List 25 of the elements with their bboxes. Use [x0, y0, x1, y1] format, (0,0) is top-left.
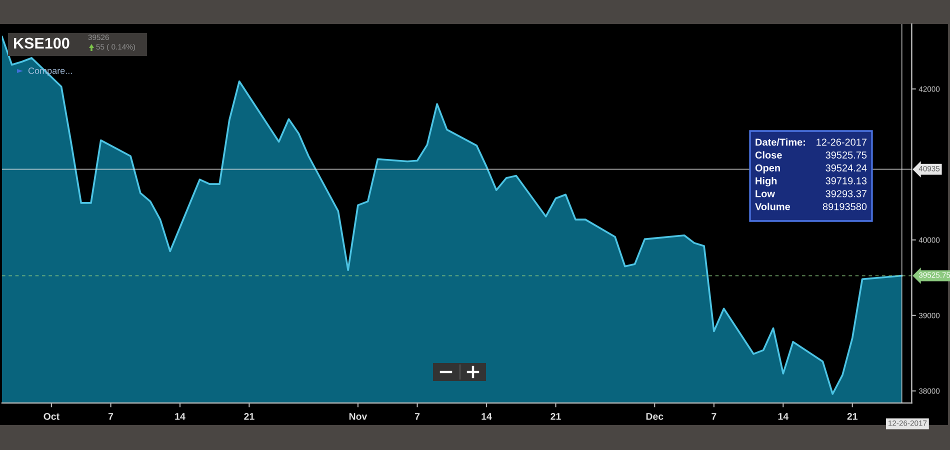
annotation: Volume: [755, 202, 790, 210]
x-tick-label: Dec: [646, 413, 664, 420]
x-tick-label: 21: [847, 412, 858, 420]
x-tick-label: 7: [415, 413, 420, 420]
x-tick-label: 7: [108, 413, 114, 420]
x-tick-label: Oct: [44, 412, 60, 420]
annotation: 39719.13: [826, 177, 867, 184]
annotation: 12-26-2017: [816, 138, 867, 146]
text: KSE100: [14, 38, 70, 49]
annotation: Open: [755, 164, 780, 174]
annotation: Low: [756, 190, 776, 198]
annotation: 39524.24: [826, 164, 867, 172]
x-tick-label: 14: [482, 413, 492, 420]
x-tick-label: 14: [778, 413, 789, 420]
annotation: Date/Time:: [756, 138, 805, 146]
annotation: 39525.75: [826, 152, 867, 159]
x-tick-label: 21: [244, 412, 254, 420]
annotation: High: [756, 177, 777, 186]
x-tick-label: Nov: [349, 413, 368, 420]
x-tick-label: 14: [175, 413, 186, 420]
annotation: 89193580: [822, 203, 867, 210]
annotation: 39293.37: [826, 190, 866, 198]
x-tick-label: 21: [550, 412, 561, 420]
annotation: Close: [755, 151, 782, 159]
x-tick-label: 7: [712, 413, 716, 420]
